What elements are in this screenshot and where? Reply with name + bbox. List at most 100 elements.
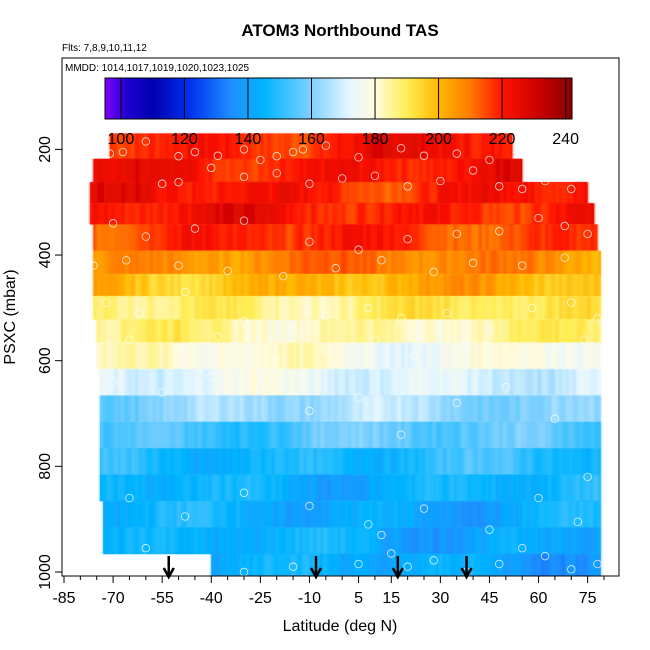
heat-cell	[508, 133, 513, 159]
heat-cell	[380, 182, 385, 204]
heat-cell	[228, 133, 233, 159]
heat-cell	[582, 501, 587, 528]
heat-cell	[422, 319, 427, 343]
heat-cell	[345, 319, 350, 343]
heat-cell	[327, 296, 333, 320]
heat-cell	[334, 296, 340, 320]
heat-cell	[341, 501, 346, 528]
heat-cell	[215, 158, 221, 183]
sample-point	[331, 264, 340, 273]
heat-cell	[191, 319, 196, 343]
heat-cell	[547, 501, 552, 528]
heat-cell	[163, 158, 168, 183]
heat-cell	[488, 527, 493, 555]
heat-cell	[247, 203, 252, 225]
sample-point	[298, 145, 308, 154]
heat-cell	[587, 203, 592, 225]
sample-point	[272, 168, 281, 178]
heat-cell	[289, 250, 294, 275]
heat-cell	[446, 448, 451, 475]
heat-cell	[201, 369, 206, 396]
heat-cell	[204, 527, 209, 555]
heat-cell	[341, 158, 347, 183]
heat-cell	[233, 158, 238, 183]
heat-cell	[488, 342, 493, 370]
heat-cell	[422, 474, 427, 502]
heat-cell	[373, 395, 378, 422]
heat-cell	[348, 224, 354, 251]
heat-cell	[270, 133, 275, 159]
heat-cell	[354, 133, 359, 159]
heat-cell	[380, 369, 385, 396]
heat-cell	[345, 182, 350, 204]
heat-cell	[544, 527, 549, 555]
heat-cell	[156, 250, 161, 275]
heat-cell	[278, 296, 284, 320]
heat-cell	[212, 395, 217, 422]
heat-cell	[424, 133, 429, 159]
heat-cell	[453, 369, 458, 396]
sample-point	[540, 551, 550, 561]
heat-cell	[471, 203, 476, 225]
heat-cell	[138, 319, 143, 343]
heat-cell	[293, 203, 298, 225]
heat-cell	[509, 448, 514, 475]
heat-cell	[432, 369, 437, 396]
heat-cell	[292, 274, 298, 297]
heat-cell	[551, 296, 557, 320]
heat-cell	[176, 527, 181, 555]
heat-cell	[187, 369, 192, 396]
heat-cell	[543, 554, 548, 576]
heat-cell	[131, 448, 136, 475]
heat-cell	[278, 369, 283, 396]
heat-cell	[222, 274, 228, 297]
heat-cell	[184, 474, 189, 502]
sample-point	[419, 151, 429, 160]
heat-cell	[184, 274, 189, 297]
heat-cell	[160, 203, 165, 225]
heat-cell	[561, 554, 566, 576]
heat-cell	[121, 395, 126, 422]
heat-cell	[156, 395, 161, 422]
heat-cell	[306, 250, 312, 275]
heat-cell	[509, 158, 515, 183]
heat-cell	[237, 203, 242, 225]
heat-cell	[415, 250, 420, 275]
heat-cell	[251, 203, 256, 225]
heat-cell	[142, 296, 147, 320]
heat-cell	[341, 421, 346, 449]
heat-cell	[208, 474, 213, 502]
heat-cell	[296, 250, 301, 275]
heat-cell	[253, 133, 258, 159]
heat-cell	[450, 182, 455, 204]
heat-cell	[457, 158, 462, 183]
heat-cell	[562, 319, 567, 343]
heat-cell	[390, 342, 395, 370]
heat-cell	[156, 369, 161, 396]
heat-cell	[190, 133, 195, 159]
heat-cell	[226, 296, 231, 320]
heat-cell	[345, 296, 350, 320]
heat-cell	[432, 224, 438, 251]
heat-cell	[344, 501, 349, 528]
heat-cell	[499, 342, 504, 370]
heat-cell	[513, 296, 518, 320]
heat-cell	[275, 274, 280, 297]
heat-cell	[373, 182, 378, 204]
x-tick-label: -85	[52, 590, 75, 607]
heat-cell	[478, 342, 483, 370]
heat-cell	[184, 342, 189, 370]
heat-cell	[432, 274, 438, 297]
heat-cell	[257, 421, 262, 449]
heat-cell	[499, 448, 504, 475]
heat-cell	[495, 319, 500, 343]
heat-cell	[502, 296, 508, 320]
heat-cell	[562, 474, 567, 502]
heat-cell	[292, 395, 297, 422]
heat-cell	[474, 319, 479, 343]
heat-cell	[330, 554, 335, 576]
heat-cell	[104, 203, 109, 225]
sample-point	[239, 216, 249, 225]
heat-cell	[379, 501, 384, 528]
heat-cell	[170, 319, 175, 343]
